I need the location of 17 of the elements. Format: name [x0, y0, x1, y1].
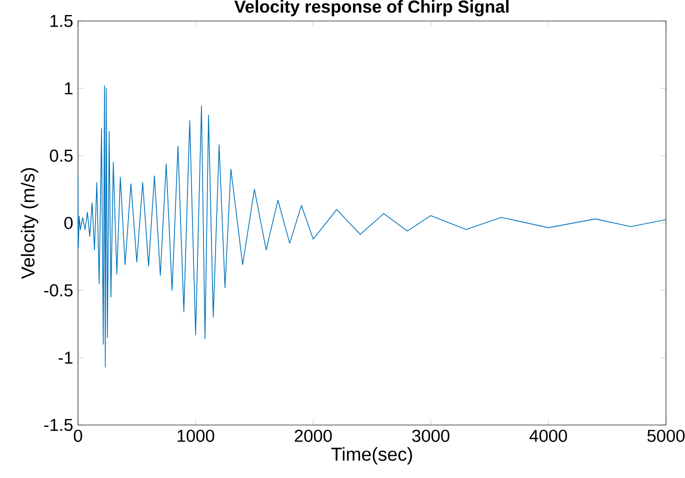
x-tick-label: 1000 [178, 430, 214, 442]
x-tick-label: 0 [74, 430, 82, 442]
y-tick-label: -1.5 [44, 418, 73, 432]
y-axis-title: Velocity (m/s) [20, 168, 38, 279]
x-tick-label: 4000 [530, 430, 567, 442]
y-tick-label: -1 [58, 352, 72, 364]
x-tick-label: 3000 [412, 430, 450, 442]
y-tick-label: 1 [64, 82, 72, 94]
x-tick-label: 2000 [294, 430, 332, 442]
y-tick-label: -0.5 [44, 284, 73, 296]
line-series [78, 85, 666, 368]
y-tick-label: 1.5 [50, 14, 73, 28]
chart-title: Velocity response of Chirp Signal [234, 0, 509, 16]
y-tick-label: 0.5 [50, 150, 73, 162]
y-tick-label: 0 [64, 216, 73, 230]
x-tick-label: 5000 [647, 430, 685, 442]
x-axis-title: Time(sec) [331, 447, 412, 465]
